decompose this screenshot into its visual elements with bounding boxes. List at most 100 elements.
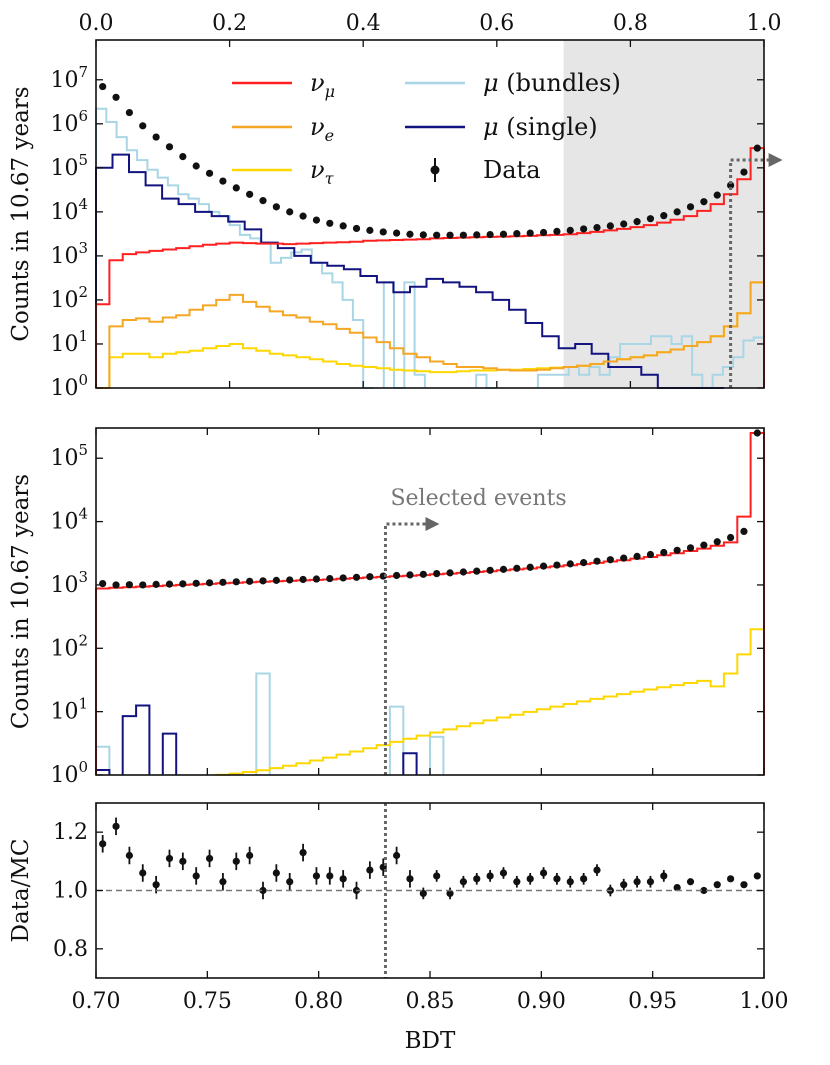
selection-arrow-head-full: [768, 153, 783, 167]
data-point: [686, 544, 695, 552]
ratio-point: [433, 872, 441, 880]
data-point: [513, 564, 521, 572]
data-point: [606, 556, 614, 564]
data-point: [700, 541, 708, 549]
x-tick-label: 0.90: [517, 989, 566, 1014]
data-point: [673, 208, 681, 216]
ratio-point: [112, 822, 120, 830]
selection-cut-line-full: [729, 158, 769, 388]
legend-marker-data-dot: [430, 165, 440, 175]
data-point: [165, 143, 174, 151]
y-tick-label: 100: [50, 371, 88, 401]
data-point: [686, 203, 695, 211]
ratio-point: [473, 875, 481, 883]
ratio-point: [633, 878, 641, 886]
data-point: [125, 581, 133, 589]
x-tick-label: 1.00: [740, 989, 789, 1014]
x-tick-label: 0.70: [72, 989, 121, 1014]
series-mu-single-full: [95, 153, 724, 389]
data-point: [232, 184, 240, 192]
data-point: [539, 228, 548, 237]
series-nu-tau-zoomed: [215, 628, 765, 776]
data-point: [99, 82, 107, 91]
data-point: [486, 566, 494, 574]
data-point: [406, 230, 414, 238]
ratio-point: [727, 875, 735, 883]
data-point: [566, 226, 574, 234]
y-tick-label: 101: [50, 695, 88, 725]
x-tick-label-top: 0.8: [613, 11, 648, 36]
ratio-point: [713, 881, 721, 889]
data-point: [419, 570, 427, 578]
data-point: [580, 559, 588, 567]
data-point: [125, 108, 133, 117]
data-point: [205, 169, 214, 177]
panel2-axes: 100 101 102 103 104 105 Counts in 10.67 years: [8, 427, 765, 788]
data-point: [219, 578, 227, 586]
legend-label-mu-bundles: μ (bundles): [483, 69, 621, 97]
ratio-point: [272, 869, 280, 877]
ratio-point: [419, 889, 427, 898]
selected-events-label: Selected events: [390, 486, 566, 511]
data-point: [179, 152, 187, 161]
data-point: [646, 215, 655, 223]
data-point: [660, 212, 668, 220]
data-point: [205, 579, 214, 587]
ratio-point: [446, 889, 454, 898]
legend-label-nu-tau: ντ: [310, 156, 335, 188]
x-tick-label-top: 1.0: [747, 11, 782, 36]
data-point: [352, 224, 361, 233]
series-mu-bundles-zoomed: [95, 672, 445, 775]
data-point: [286, 208, 294, 216]
data-point: [513, 230, 521, 238]
data-point: [553, 561, 561, 569]
data-point: [593, 223, 601, 232]
ratio-point: [179, 857, 187, 865]
ratio-point: [326, 872, 334, 880]
data-point: [312, 575, 321, 583]
data-point: [165, 580, 174, 588]
y-tick-label: 104: [50, 195, 88, 225]
panel1-series: [95, 107, 765, 389]
panel2-frame: [95, 427, 765, 776]
data-point: [486, 230, 494, 239]
ratio-point: [753, 872, 761, 880]
data-point: [259, 577, 267, 585]
data-point: [727, 533, 735, 542]
data-point: [366, 226, 374, 234]
legend-label-nu-mu: νμ: [310, 69, 335, 101]
ratio-point: [700, 886, 708, 895]
selection-arrow-head-zoomed: [425, 517, 440, 531]
data-point: [446, 569, 454, 577]
data-point: [740, 168, 748, 176]
y-axis-title-ratio: Data/MC: [8, 838, 34, 942]
ratio-point: [526, 875, 534, 883]
data-point: [312, 216, 321, 224]
ratio-point: [152, 881, 160, 889]
ratio-point: [566, 878, 574, 886]
data-point: [499, 565, 508, 573]
data-point: [352, 573, 361, 581]
data-point: [366, 573, 374, 581]
x-tick-label: 0.85: [406, 989, 455, 1014]
y-tick-label: 104: [50, 505, 88, 535]
data-point: [379, 228, 387, 236]
x-tick-label: 0.95: [628, 989, 677, 1014]
ratio-point: [646, 878, 655, 886]
data-point: [259, 197, 267, 205]
data-point: [272, 576, 280, 584]
y-tick-label: 1.0: [53, 879, 88, 904]
ratio-point: [259, 886, 267, 895]
panel1-frame: [95, 39, 765, 389]
ratio-point: [486, 872, 494, 880]
data-point: [673, 546, 681, 554]
y-tick-label: 105: [50, 441, 88, 471]
legend-label-nu-e: νe: [310, 113, 334, 145]
ratio-point: [299, 848, 307, 857]
y-tick-label: 100: [50, 758, 88, 788]
data-point: [139, 581, 147, 589]
x-tick-label-top: 0.2: [212, 11, 247, 36]
ratio-point: [620, 881, 628, 889]
data-point: [459, 231, 467, 239]
y-tick-label: 103: [50, 568, 88, 598]
